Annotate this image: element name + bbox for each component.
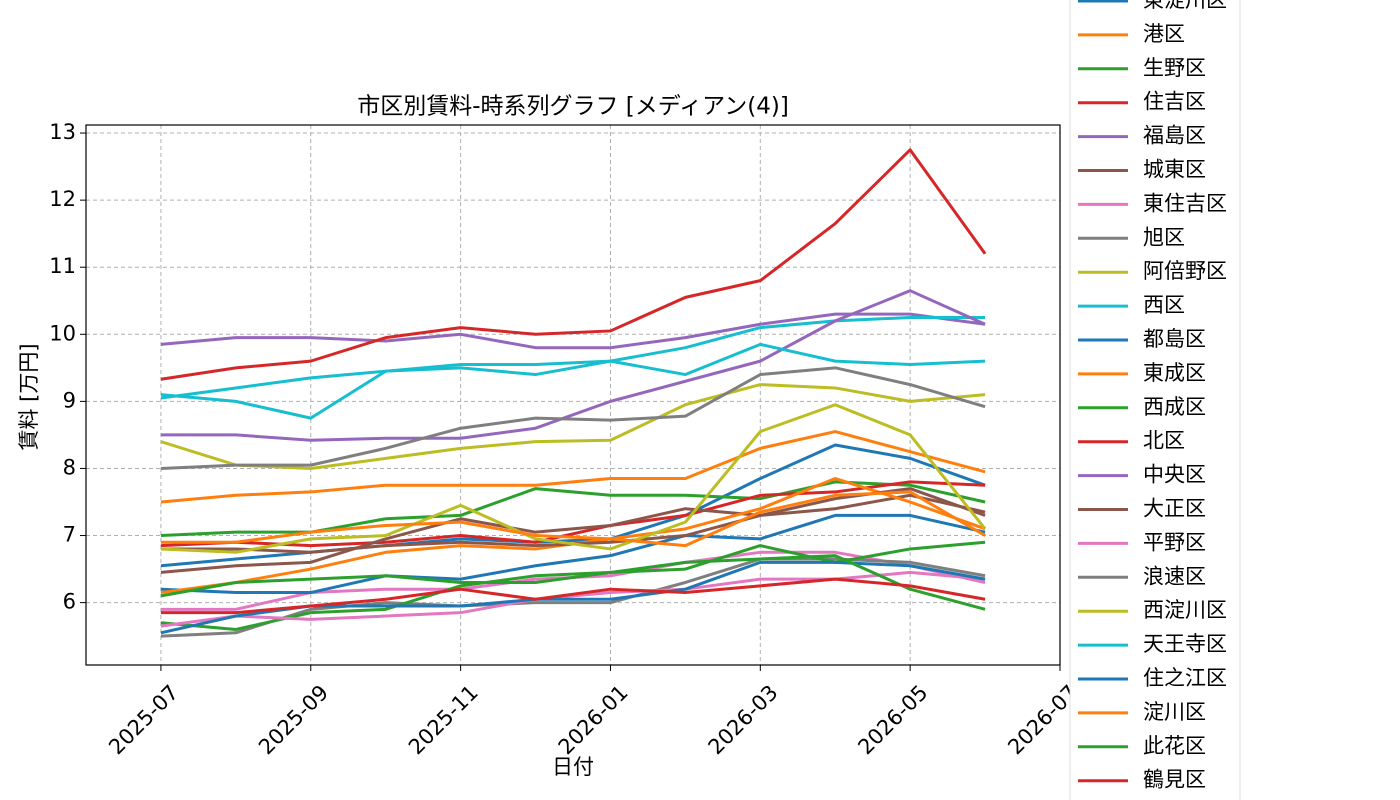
legend-label: 浪速区 (1143, 564, 1206, 588)
series-line (160, 148, 987, 381)
legend-label: 旭区 (1143, 225, 1185, 249)
series-line (160, 554, 986, 611)
legend-label: 西淀川区 (1143, 598, 1227, 622)
series-line (160, 289, 986, 442)
legend-label: 生野区 (1143, 56, 1206, 80)
series-line (160, 570, 986, 628)
x-axis-label: 日付 (552, 755, 594, 779)
series-line (160, 493, 986, 574)
x-tick-label: 2025-07 (104, 680, 183, 759)
y-tick-label: 10 (49, 321, 76, 345)
plot-frame (85, 124, 1061, 666)
legend-label: 中央区 (1143, 463, 1206, 487)
series-line (160, 403, 987, 554)
series-line (160, 513, 986, 595)
legend-label: 東淀川区 (1143, 0, 1227, 12)
x-tick-label: 2025-11 (404, 680, 483, 759)
legend-label: 都島区 (1143, 327, 1206, 351)
legend-box (1069, 0, 1241, 800)
series-line (160, 443, 986, 568)
series-line (160, 430, 986, 504)
series-line (160, 342, 986, 400)
x-tick-label: 2026-05 (853, 680, 932, 759)
y-tick-label: 11 (49, 254, 76, 278)
legend-label: 東成区 (1143, 361, 1206, 385)
legend-label: 西区 (1143, 293, 1185, 317)
series-line (160, 480, 986, 548)
legend-label: 平野区 (1143, 530, 1206, 554)
series-line (160, 316, 986, 420)
x-tick-label: 2025-09 (254, 680, 333, 759)
legend-label: 大正区 (1143, 497, 1206, 521)
legend-label: 住之江区 (1143, 666, 1227, 690)
legend-label: 城東区 (1143, 158, 1206, 182)
legend-label: 北区 (1143, 429, 1185, 453)
legend-label: 淀川区 (1143, 700, 1206, 724)
legend-label: 港区 (1143, 22, 1185, 46)
legend-label: 阿倍野区 (1143, 259, 1227, 283)
legend-label: 東住吉区 (1143, 191, 1227, 215)
legend-label: 西成区 (1143, 395, 1206, 419)
series-line (160, 366, 986, 470)
legend-label: 鶴見区 (1143, 768, 1206, 792)
chart-title: 市区別賃料-時系列グラフ [メディアン(4)] (357, 94, 789, 120)
series-line (160, 577, 986, 615)
legend: 東淀川区港区生野区住吉区福島区城東区東住吉区旭区阿倍野区西区都島区東成区西成区北… (1078, 0, 1227, 792)
y-tick-label: 13 (49, 120, 76, 144)
y-tick-label: 6 (63, 590, 76, 614)
legend-label: 福島区 (1143, 124, 1206, 148)
y-tick-label: 12 (49, 187, 76, 211)
lines (160, 148, 987, 638)
series-line (160, 383, 986, 470)
x-tick-label: 2026-01 (554, 680, 633, 759)
y-tick-label: 7 (63, 523, 76, 547)
legend-label: 天王寺区 (1143, 632, 1227, 656)
series-line (160, 490, 986, 548)
legend-label: 此花区 (1143, 734, 1206, 758)
x-tick-label: 2026-03 (704, 680, 783, 759)
series-line (160, 312, 986, 350)
y-tick-label: 9 (63, 388, 76, 412)
legend-label: 住吉区 (1143, 90, 1206, 114)
y-tick-label: 8 (63, 455, 76, 479)
y-axis-label: 賃料 [万円] (17, 343, 41, 450)
